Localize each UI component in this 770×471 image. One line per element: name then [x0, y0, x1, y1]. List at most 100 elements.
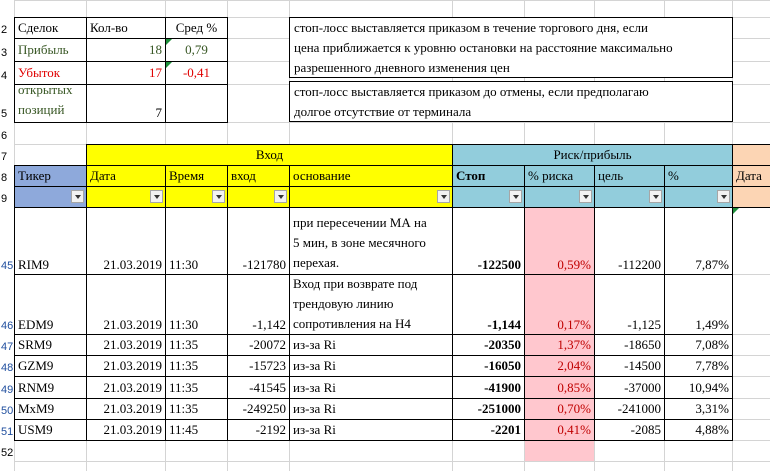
cell-pct[interactable]: 1,49%	[695, 317, 729, 332]
row-header-6[interactable]: 6	[1, 130, 8, 142]
row-header-5[interactable]: 5	[1, 108, 8, 120]
cell-entry[interactable]: -1,142	[252, 317, 286, 332]
summary-loss-count[interactable]: 17	[149, 64, 162, 80]
cell-risk-pct[interactable]: 0,70%	[557, 401, 591, 416]
cell-reason-line[interactable]: при пересечении МА на	[293, 215, 427, 230]
filter-dropdown-reason-icon[interactable]	[437, 190, 450, 203]
col-header-ticker[interactable]: Тикер	[15, 166, 86, 186]
cell-reason-line[interactable]: сопротивления на H4	[293, 316, 411, 331]
col-header-reason[interactable]: основание	[290, 166, 452, 186]
col-header-entry[interactable]: вход	[228, 166, 289, 186]
summary-header-deals[interactable]: Сделок	[18, 19, 59, 35]
filter-dropdown-stop-icon[interactable]	[509, 190, 522, 203]
cell-stop[interactable]: -251000	[477, 401, 521, 416]
row-header-9[interactable]: 9	[1, 193, 8, 205]
summary-header-avg[interactable]: Сред %	[175, 19, 218, 35]
col-header-date2[interactable]: Дата	[733, 166, 770, 186]
cell-pct[interactable]: 4,88%	[695, 422, 729, 437]
cell-pct[interactable]: 7,78%	[695, 358, 729, 373]
cell-date[interactable]: 21.03.2019	[103, 358, 163, 373]
cell-pct[interactable]: 3,31%	[695, 401, 729, 416]
row-header-47[interactable]: 47	[1, 341, 14, 353]
cell-time[interactable]: 11:30	[169, 317, 199, 332]
cell-reason-line[interactable]: трендовую линию	[293, 296, 394, 311]
cell-target[interactable]: -18650	[624, 337, 661, 352]
col-header-target[interactable]: цель	[595, 166, 664, 186]
cell-ticker[interactable]: MxM9	[18, 401, 55, 416]
cell-stop[interactable]: -20350	[484, 337, 521, 352]
filter-dropdown-pct-icon[interactable]	[717, 190, 730, 203]
cell-entry[interactable]: -249250	[242, 401, 286, 416]
cell-target[interactable]: -112200	[618, 257, 661, 272]
cell-reason[interactable]: из-за Ri	[293, 422, 336, 437]
cell-time[interactable]: 11:35	[169, 337, 199, 352]
cell-stop[interactable]: -16050	[484, 358, 521, 373]
filter-dropdown-risk-icon[interactable]	[579, 190, 592, 203]
col-header-risk-pct[interactable]: % риска	[525, 166, 594, 186]
cell-stop[interactable]: -122500	[477, 257, 521, 272]
cell-stop[interactable]: -1,144	[487, 317, 521, 332]
row-header-45[interactable]: 45	[1, 260, 14, 272]
row-header-46[interactable]: 46	[1, 320, 14, 332]
cell-target[interactable]: -241000	[617, 401, 661, 416]
row-header-8[interactable]: 8	[1, 172, 8, 184]
col-header-time[interactable]: Время	[166, 166, 227, 186]
filter-dropdown-date-icon[interactable]	[150, 190, 163, 203]
cell-risk-pct[interactable]: 0,41%	[557, 422, 591, 437]
cell-date[interactable]: 21.03.2019	[103, 422, 163, 437]
cell-entry[interactable]: -15723	[249, 358, 286, 373]
col-header-pct[interactable]: %	[665, 166, 732, 186]
group-header-risk[interactable]: Риск/прибыль	[453, 145, 732, 165]
cell-stop[interactable]: -41900	[484, 379, 521, 395]
cell-risk-pct[interactable]: 2,04%	[557, 358, 591, 373]
note-box-intraday[interactable]: стоп-лосс выставляется приказом в течени…	[289, 17, 733, 78]
row-header-7[interactable]: 7	[1, 151, 8, 163]
cell-reason[interactable]: из-за Ri	[293, 337, 336, 352]
summary-header-count[interactable]: Кол-во	[90, 19, 128, 35]
row-header-52[interactable]: 52	[1, 447, 14, 459]
cell-reason-line[interactable]: Вход при возврате под	[293, 276, 418, 291]
cell-risk-pct[interactable]: 1,37%	[557, 337, 591, 352]
cell-ticker[interactable]: RIM9	[18, 257, 50, 272]
cell-risk-pct[interactable]: 0,59%	[557, 257, 591, 272]
cell-reason[interactable]: из-за Ri	[293, 379, 336, 395]
cell-ticker[interactable]: RNM9	[18, 379, 55, 395]
cell-reason[interactable]: из-за Ri	[293, 401, 336, 416]
filter-dropdown-time-icon[interactable]	[212, 190, 225, 203]
row-header-50[interactable]: 50	[1, 405, 14, 417]
summary-open-label-2[interactable]: позиций	[18, 102, 65, 117]
summary-profit-avg[interactable]: 0,79	[185, 41, 208, 57]
cell-date[interactable]: 21.03.2019	[103, 317, 163, 332]
cell-stop[interactable]: -2201	[490, 422, 521, 437]
cell-entry[interactable]: -41545	[249, 379, 286, 395]
cell-risk-pct[interactable]: 0,17%	[557, 317, 591, 332]
summary-open-count[interactable]: 7	[155, 105, 163, 120]
filter-dropdown-target-icon[interactable]	[649, 190, 662, 203]
summary-open-label-1[interactable]: открытых	[18, 82, 73, 97]
note-box-gtc[interactable]: стоп-лосс выставляется приказом до отмен…	[289, 81, 733, 122]
group-header-entry[interactable]: Вход	[87, 145, 452, 165]
summary-profit-count[interactable]: 18	[149, 41, 162, 57]
col-header-date[interactable]: Дата	[87, 166, 165, 186]
group-header-next[interactable]	[733, 145, 770, 165]
cell-target[interactable]: -37000	[624, 379, 661, 395]
row-header-48[interactable]: 48	[1, 362, 14, 374]
cell-ticker[interactable]: GZM9	[18, 358, 54, 373]
summary-loss-avg[interactable]: -0,41	[182, 64, 211, 80]
cell-risk-pct[interactable]: 0,85%	[557, 379, 591, 395]
cell-time[interactable]: 11:45	[169, 422, 199, 437]
cell-date[interactable]: 21.03.2019	[103, 337, 163, 352]
cell-entry[interactable]: -2192	[255, 422, 286, 437]
cell-reason-line[interactable]: перехая.	[293, 255, 340, 270]
cell-time[interactable]: 11:30	[169, 257, 199, 272]
cell-reason[interactable]: из-за Ri	[293, 358, 336, 373]
cell-date[interactable]: 21.03.2019	[103, 401, 163, 416]
cell-entry[interactable]: -121780	[242, 257, 286, 272]
cell-date[interactable]: 21.03.2019	[103, 257, 163, 272]
summary-open-avg[interactable]	[166, 84, 227, 122]
cell-target[interactable]: -14500	[624, 358, 661, 373]
cell-date[interactable]: 21.03.2019	[103, 379, 163, 395]
row-header-49[interactable]: 49	[1, 384, 14, 396]
row-header-51[interactable]: 51	[1, 426, 14, 438]
cell-pct[interactable]: 10,94%	[688, 379, 729, 395]
